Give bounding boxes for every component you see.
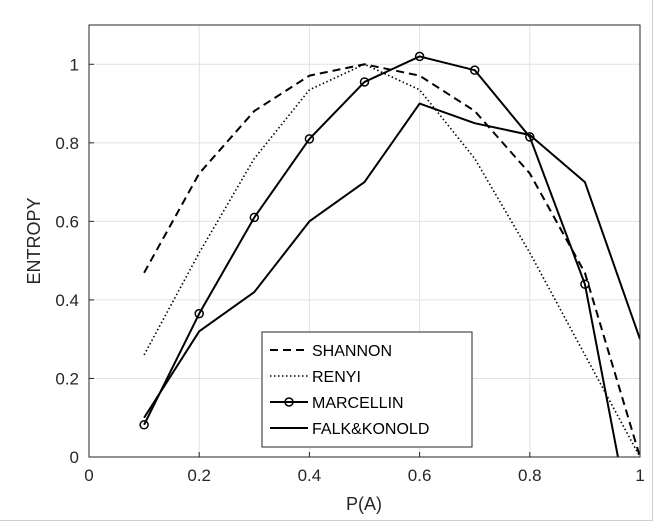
series-line-renyi — [143, 63, 640, 457]
data-point — [414, 51, 425, 62]
plot-box — [88, 24, 641, 458]
data-point — [139, 420, 149, 430]
y-tick-label: 0 — [70, 448, 79, 467]
series-falk-konold — [143, 102, 640, 419]
data-point — [525, 132, 535, 142]
data-point — [580, 279, 590, 289]
legend-item-shannon: SHANNON — [270, 343, 392, 360]
legend-label: SHANNON — [312, 343, 392, 360]
series-layer — [139, 51, 640, 457]
x-tick-label: 1 — [635, 466, 644, 485]
x-tick-label: 0.4 — [298, 466, 322, 485]
legend-label: FALK&KONOLD — [312, 421, 429, 438]
legend-item-renyi: RENYI — [270, 369, 361, 386]
data-point — [194, 308, 204, 319]
x-tick-label: 0.8 — [518, 466, 542, 485]
y-axis-ticks: 0 0.2 0.4 0.6 0.8 1 — [55, 55, 94, 467]
legend-label: MARCELLIN — [312, 395, 404, 412]
y-axis-title: ENTROPY — [24, 197, 44, 284]
y-tick-label: 0.8 — [55, 134, 79, 153]
x-axis-ticks: 0 0.2 0.4 0.6 0.8 1 — [84, 452, 645, 485]
data-point — [359, 77, 370, 87]
legend-marker — [284, 397, 294, 407]
y-tick-label: 0.6 — [55, 212, 79, 231]
data-point — [469, 65, 480, 75]
data-point — [249, 212, 260, 223]
series-marcellin — [139, 51, 619, 457]
x-tick-label: 0.6 — [408, 466, 432, 485]
y-tick-label: 1 — [70, 55, 79, 74]
legend-item-marcellin: MARCELLIN — [270, 395, 404, 412]
series-renyi — [143, 63, 640, 457]
x-axis-title: P(A) — [346, 494, 382, 514]
y-tick-label: 0.2 — [55, 369, 79, 388]
series-line-falk-konold — [143, 102, 640, 419]
x-tick-label: 0 — [84, 466, 93, 485]
legend-item-falk-konold: FALK&KONOLD — [270, 421, 429, 438]
legend: SHANNON RENYI MARCELLIN FALK&KONOLD — [261, 331, 473, 448]
x-tick-label: 0.2 — [187, 466, 211, 485]
y-tick-label: 0.4 — [55, 291, 79, 310]
series-line-marcellin — [143, 55, 619, 457]
data-point — [304, 134, 315, 144]
legend-label: RENYI — [312, 369, 361, 386]
